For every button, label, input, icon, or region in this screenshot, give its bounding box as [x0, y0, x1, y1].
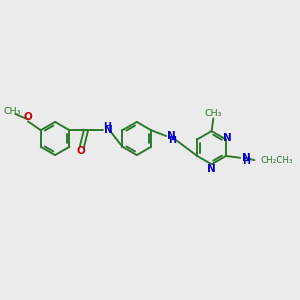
Text: N: N: [242, 153, 250, 163]
Text: H: H: [103, 122, 111, 131]
Text: CH₃: CH₃: [3, 107, 21, 116]
Text: N: N: [104, 125, 113, 135]
Text: H: H: [243, 158, 250, 166]
Text: CH₃: CH₃: [205, 110, 222, 118]
Text: O: O: [76, 146, 85, 156]
Text: N: N: [167, 131, 176, 141]
Text: N: N: [224, 133, 232, 142]
Text: CH₂CH₃: CH₂CH₃: [261, 156, 293, 165]
Text: O: O: [24, 112, 32, 122]
Text: H: H: [169, 136, 176, 145]
Text: N: N: [207, 164, 216, 174]
